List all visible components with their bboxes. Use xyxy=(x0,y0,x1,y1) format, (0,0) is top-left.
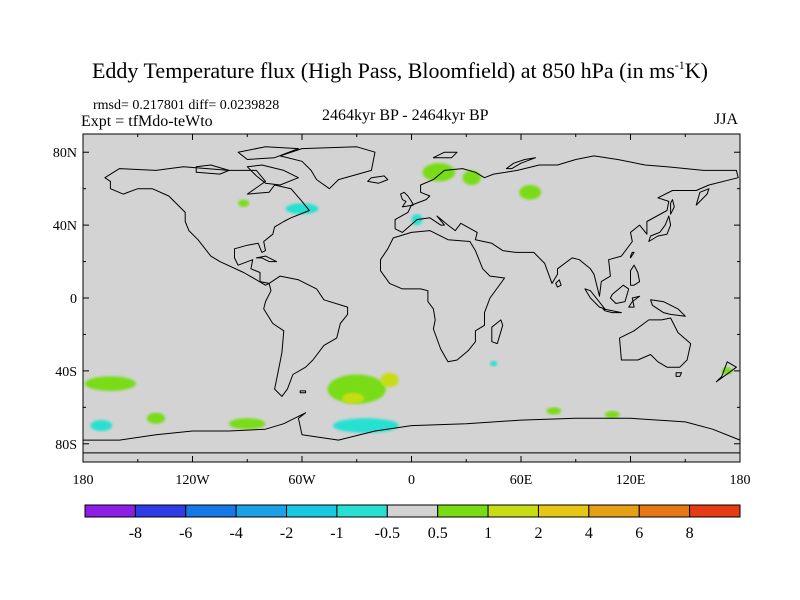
coastline-java xyxy=(602,308,622,314)
colorbar-label: 1 xyxy=(484,525,492,542)
lon-label: 0 xyxy=(408,473,415,488)
period-label: 2464kyr BP - 2464kyr BP xyxy=(322,107,489,124)
lat-label: 40N xyxy=(53,219,77,234)
coastline-borneo xyxy=(609,284,630,304)
coastline-iceland xyxy=(367,175,389,184)
lon-label: 180 xyxy=(73,473,94,488)
coastline-kamchatka xyxy=(695,188,710,206)
colorbar-label: 2 xyxy=(534,525,542,542)
anomaly-dateline-negative xyxy=(90,420,113,432)
colorbar-box xyxy=(487,504,539,518)
anomaly-russia-positive xyxy=(462,170,481,186)
coastline-baffin-island xyxy=(246,164,299,186)
anomaly-indian-ocean-positive xyxy=(546,407,562,415)
coastline-africa xyxy=(380,230,506,363)
colorbar-box xyxy=(638,504,691,518)
season-label: JJA xyxy=(714,111,739,128)
coastline-new-zealand xyxy=(715,361,737,383)
anomaly-south-atlantic-high-a xyxy=(380,372,399,388)
lon-label: 180 xyxy=(730,473,751,488)
coastline-novaya-zemlya xyxy=(505,157,537,170)
coastline-sulawesi xyxy=(628,295,641,308)
lat-label: 80N xyxy=(53,146,77,161)
colorbar-label: 6 xyxy=(635,525,643,542)
chart-title: Eddy Temperature flux (High Pass, Bloomf… xyxy=(91,58,708,83)
coastline-layer xyxy=(83,146,740,454)
lon-label: 120E xyxy=(616,473,646,488)
lat-label: 0 xyxy=(70,292,77,307)
lat-label: 80S xyxy=(55,438,77,453)
coastline-greenland xyxy=(279,146,376,190)
colorbar-label: -8 xyxy=(129,525,142,542)
colorbar-label: -4 xyxy=(229,525,242,542)
coastline-sri-lanka xyxy=(555,279,562,288)
coastline-north-america xyxy=(104,166,310,286)
anomaly-layer xyxy=(84,163,733,433)
anomaly-madagascar-negative xyxy=(489,360,498,367)
anomaly-east-antarctic-positive xyxy=(604,410,620,419)
coastline-victoria-island xyxy=(195,164,230,175)
coastline-antarctica xyxy=(83,412,740,454)
anomaly-hudson-positive xyxy=(238,199,250,207)
coastline-tasmania xyxy=(675,372,683,377)
colorbar-label: -2 xyxy=(280,525,293,542)
coastline-south-america xyxy=(263,275,349,397)
anomaly-weddell-negative xyxy=(333,418,399,433)
colorbar-box xyxy=(336,504,388,518)
colorbar-box xyxy=(386,504,439,518)
coastline-eurasia xyxy=(394,155,739,297)
colorbar-label: 4 xyxy=(585,525,593,542)
experiment-label: Expt = tfMdo-teWto xyxy=(81,113,213,130)
coastline-svalbard xyxy=(432,151,458,159)
colorbar-label: -1 xyxy=(330,525,343,542)
coastline-new-guinea xyxy=(650,299,686,317)
colorbar-box xyxy=(689,504,741,518)
anomaly-west-siberia-positive xyxy=(519,185,542,200)
colorbar-label: 8 xyxy=(686,525,694,542)
anomaly-south-atlantic-positive xyxy=(327,374,386,404)
coastline-ellesmere-island xyxy=(237,146,299,160)
lon-label: 120W xyxy=(175,473,210,488)
colorbar-box xyxy=(185,504,237,518)
colorbar-box xyxy=(588,504,640,518)
colorbar-box xyxy=(134,504,187,518)
latitude-labels: 80N 40N 0 40S 80S xyxy=(53,146,77,453)
colorbar-label: 0.5 xyxy=(428,525,448,542)
colorbar-box xyxy=(537,504,590,518)
coastline-sumatra xyxy=(584,288,606,310)
anomaly-amundsen-positive xyxy=(229,418,266,430)
colorbar-box xyxy=(286,504,338,518)
coastline-australia xyxy=(619,317,692,368)
anomaly-scandinavia-positive xyxy=(422,163,456,182)
coastline-japan xyxy=(648,215,672,242)
coastline-philippines xyxy=(630,264,641,286)
colorbar-label: -6 xyxy=(179,525,192,542)
colorbar-box xyxy=(437,504,489,518)
lat-label: 40S xyxy=(55,365,77,380)
coastline-falklands xyxy=(299,390,307,394)
lon-label: 60W xyxy=(288,473,316,488)
colorbar-label: -0.5 xyxy=(375,525,400,542)
anomaly-newfoundland-negative xyxy=(285,203,319,215)
coastline-taiwan xyxy=(630,251,635,259)
anomaly-south-atlantic-high-b xyxy=(342,392,365,404)
colorbar-labels: -8 -6 -4 -2 -1 -0.5 0.5 1 2 4 6 8 xyxy=(129,525,694,542)
anomaly-south-pacific-positive xyxy=(84,376,136,391)
colorbar xyxy=(84,504,741,518)
colorbar-box xyxy=(84,504,136,518)
coastline-cuba xyxy=(255,255,277,263)
anomaly-ross-positive xyxy=(146,412,166,424)
coastline-great-britain xyxy=(400,191,414,208)
lon-label: 60E xyxy=(510,473,533,488)
colorbar-box xyxy=(235,504,288,518)
stats-text: rmsd= 0.217801 diff= 0.0239828 xyxy=(93,98,280,113)
axis-ticks xyxy=(82,134,741,462)
coastline-sakhalin xyxy=(670,199,675,215)
coastline-madagascar xyxy=(491,319,504,345)
map-background xyxy=(83,134,740,462)
longitude-labels: 180 120W 60W 0 60E 120E 180 xyxy=(73,473,751,488)
